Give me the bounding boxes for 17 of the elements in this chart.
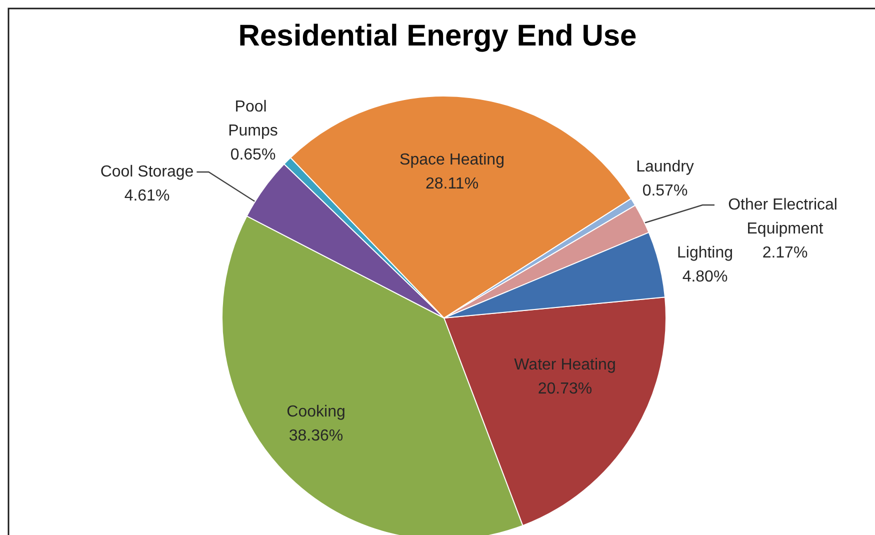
slice-label: Water Heating <box>514 356 616 374</box>
chart-title: Residential Energy End Use <box>238 20 637 52</box>
data-label: 4.61% <box>124 188 170 204</box>
slice-label: Laundry <box>636 158 694 176</box>
data-label: 0.57% <box>642 182 688 200</box>
data-label: 4.80% <box>682 268 728 286</box>
slice-label: Cooking <box>286 404 346 420</box>
data-label: 38.36% <box>288 428 344 444</box>
slice-label: Other Electrical Equipment <box>728 196 842 238</box>
slice-label: Pool Pumps <box>228 98 278 140</box>
slice-label: Cool Storage <box>100 164 194 180</box>
data-label: 2.17% <box>762 244 808 262</box>
data-label: 28.11% <box>425 176 479 192</box>
slice-label: Space Heating <box>400 152 504 168</box>
data-label: 20.73% <box>538 380 592 398</box>
slice-label: Lighting <box>676 244 734 262</box>
data-label: 0.65% <box>230 146 276 164</box>
